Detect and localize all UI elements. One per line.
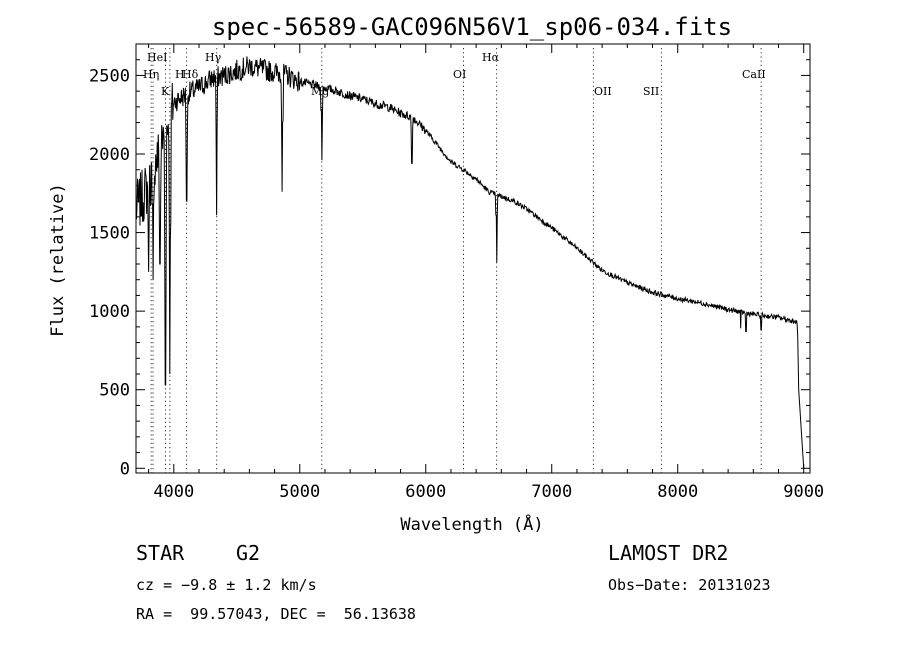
line-label-7: OI <box>453 68 466 81</box>
line-label-10: SII <box>643 85 659 98</box>
line-label-1: Hη <box>143 68 159 81</box>
coordinates-text: RA = 99.57043, DEC = 56.13638 <box>136 605 416 623</box>
plot-frame <box>135 43 811 474</box>
y-axis-label: Flux (relative) <box>48 183 68 337</box>
line-label-5: Hγ <box>205 51 222 64</box>
y-tick-label-0: 0 <box>120 459 130 479</box>
plot-area <box>135 56 805 469</box>
y-tick-label-4: 2000 <box>89 145 130 165</box>
line-label-9: OII <box>594 85 612 98</box>
object-class: STAR <box>136 541 185 565</box>
obs-date-text: Obs−Date: 20131023 <box>608 576 771 594</box>
spectrum-line <box>135 56 805 469</box>
spectral-subclass: G2 <box>236 541 260 565</box>
x-tick-label-3: 7000 <box>531 482 572 502</box>
line-label-0: HeI <box>147 51 167 64</box>
line-label-4: Hδ <box>182 68 199 81</box>
line-label-11: CaII <box>742 68 766 81</box>
y-tick-label-3: 1500 <box>89 224 130 244</box>
axes: 4000 5000 6000 7000 8000 9000 0 500 1000 1500 2000… <box>89 43 824 502</box>
x-tick-label-1: 5000 <box>279 482 320 502</box>
x-tick-label-2: 6000 <box>405 482 446 502</box>
y-tick-label-5: 2500 <box>89 66 130 86</box>
y-tick-label-2: 1000 <box>89 302 130 322</box>
x-tick-label-0: 4000 <box>153 482 194 502</box>
x-tick-label-4: 8000 <box>657 482 698 502</box>
chart-title: spec-56589-GAC096N56V1_sp06-034.fits <box>212 13 732 41</box>
line-label-3: H <box>175 68 185 81</box>
x-axis-label: Wavelength (Å) <box>400 513 543 535</box>
survey-name: LAMOST DR2 <box>608 541 728 565</box>
line-label-2: K <box>161 85 170 98</box>
y-tick-label-1: 500 <box>99 381 130 401</box>
line-label-8: Hα <box>482 51 500 64</box>
redshift-text: cz = −9.8 ± 1.2 km/s <box>136 576 317 594</box>
x-tick-label-5: 9000 <box>783 482 824 502</box>
